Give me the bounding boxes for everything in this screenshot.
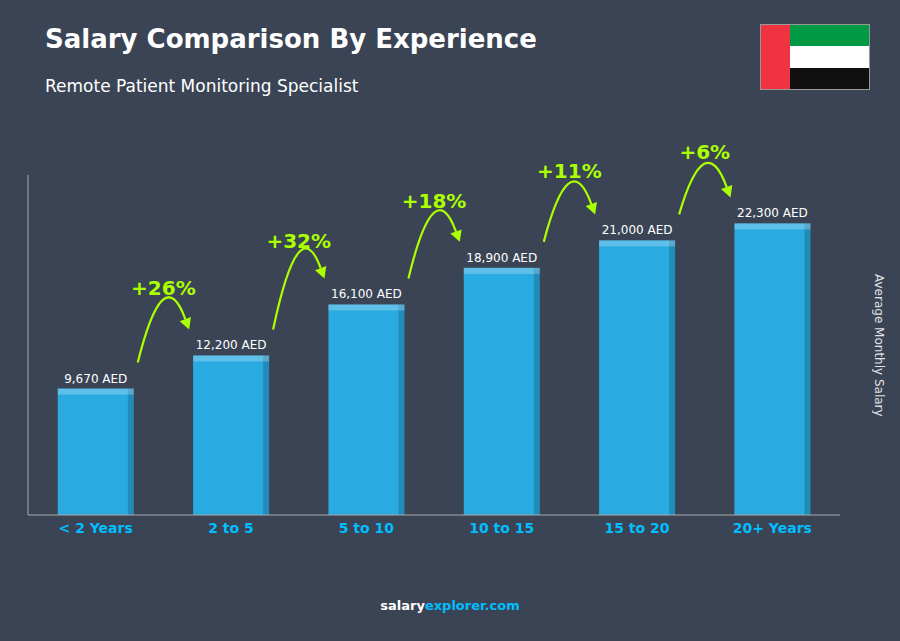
svg-text:12,200 AED: 12,200 AED <box>196 338 267 352</box>
svg-text:5 to 10: 5 to 10 <box>339 520 395 536</box>
html-text:salary explorer.com: salary explorer.com <box>380 598 520 613</box>
svg-text:+18%: +18% <box>402 189 467 213</box>
html-text:Salary Comparison By Experienc: Salary Comparison By Experience <box>45 24 537 54</box>
svg-text:16,100 AED: 16,100 AED <box>331 287 402 301</box>
svg-text:20+ Years: 20+ Years <box>733 520 812 536</box>
html-text:Remote Patient Monitoring Spec: Remote Patient Monitoring Specialist <box>45 76 359 96</box>
svg-text:+6%: +6% <box>679 140 730 164</box>
svg-text:21,000 AED: 21,000 AED <box>602 223 673 237</box>
svg-text:< 2 Years: < 2 Years <box>59 520 133 536</box>
svg-text:9,670 AED: 9,670 AED <box>64 372 127 386</box>
svg-text:22,300 AED: 22,300 AED <box>737 206 808 220</box>
svg-text:15 to 20: 15 to 20 <box>604 520 669 536</box>
svg-text:+11%: +11% <box>537 159 602 183</box>
svg-text:+26%: +26% <box>131 276 196 300</box>
html-text:Average Monthly Salary: Average Monthly Salary <box>872 273 886 417</box>
svg-text:10 to 15: 10 to 15 <box>469 520 534 536</box>
svg-text:2 to 5: 2 to 5 <box>208 520 254 536</box>
svg-text:18,900 AED: 18,900 AED <box>466 251 537 265</box>
svg-text:+32%: +32% <box>266 229 331 253</box>
